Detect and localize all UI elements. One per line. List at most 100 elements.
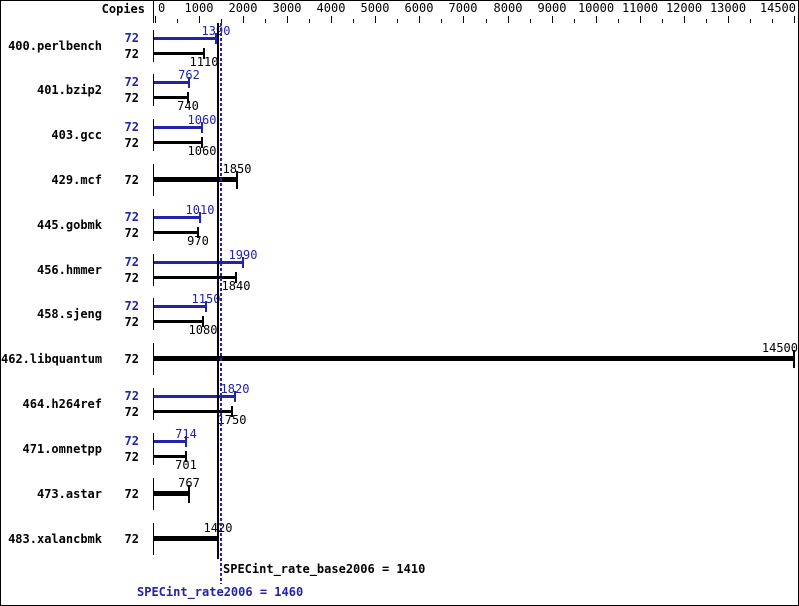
axis-tick-minor [397, 19, 398, 23]
peak-mean-line [220, 23, 222, 584]
base-bar [154, 231, 198, 234]
axis-tick-label: 13000 [709, 1, 747, 15]
base-bar-whisker [203, 48, 205, 59]
base-bar-whisker [202, 316, 204, 327]
peak-bar [154, 261, 243, 264]
axis-tick-minor [750, 19, 751, 23]
axis-tick-label: 5000 [360, 1, 390, 15]
base-bar-whisker [197, 227, 199, 238]
axis-tick-label: 7000 [448, 1, 478, 15]
base-copies-value: 72 [124, 405, 139, 419]
base-value-label: 740 [177, 99, 199, 113]
base-value-label: 1750 [217, 413, 247, 427]
axis-segment [153, 523, 154, 555]
base-bar [154, 455, 186, 458]
axis-tick-minor [309, 19, 310, 23]
base-bar [154, 96, 188, 99]
base-bar-whisker [185, 451, 187, 462]
axis-segment [153, 298, 154, 330]
peak-bar [154, 440, 186, 443]
base-bar [154, 52, 204, 55]
axis-tick-minor [441, 19, 442, 23]
axis-tick-minor [772, 19, 773, 23]
axis-tick-label: 11000 [621, 1, 659, 15]
axis-segment [153, 254, 154, 286]
peak-copies-value: 72 [124, 255, 139, 269]
benchmark-label: 483.xalancbmk [8, 532, 102, 546]
peak-bar-whisker [188, 77, 190, 88]
axis-tick-major [199, 16, 200, 23]
peak-bar [154, 395, 235, 398]
bar-end-whisker [188, 485, 190, 503]
copies-value: 72 [124, 173, 139, 187]
peak-value-label: 1150 [191, 292, 221, 306]
axis-origin-line [153, 1, 154, 23]
axis-tick-minor [662, 19, 663, 23]
base-copies-value: 72 [124, 271, 139, 285]
bar-end-whisker [236, 171, 238, 189]
benchmark-label: 458.sjeng [36, 307, 102, 321]
peak-copies-value: 72 [124, 299, 139, 313]
axis-segment [153, 164, 154, 196]
base-mean-label: SPECint_rate_base2006 = 1410 [223, 562, 426, 576]
axis-segment [153, 209, 154, 241]
axis-tick-label: 0 [158, 1, 166, 15]
peak-bar-whisker [201, 122, 203, 133]
peak-value-label: 1820 [220, 382, 250, 396]
base-bar [154, 410, 232, 413]
axis-tick-minor [486, 19, 487, 23]
peak-value-label: 1010 [185, 203, 215, 217]
base-value-label: 1060 [187, 144, 217, 158]
copies-value: 72 [124, 352, 139, 366]
base-bar-whisker [235, 272, 237, 283]
axis-tick-minor [618, 19, 619, 23]
axis-tick-label: 1000 [184, 1, 214, 15]
peak-value-label: 762 [178, 68, 200, 82]
axis-tick-label: 8000 [493, 1, 523, 15]
peak-value-label: 1390 [201, 24, 231, 38]
axis-tick-label: 2000 [228, 1, 258, 15]
axis-segment [153, 478, 154, 510]
axis-tick-major [331, 16, 332, 23]
axis-tick-major [375, 16, 376, 23]
axis-tick-major [463, 16, 464, 23]
benchmark-label: 401.bzip2 [36, 83, 102, 97]
axis-tick-minor [265, 19, 266, 23]
single-result-bar [154, 177, 237, 182]
copies-value: 72 [124, 532, 139, 546]
single-result-bar [154, 356, 794, 361]
peak-bar-whisker [242, 257, 244, 268]
base-mean-line [217, 23, 219, 559]
benchmark-label: 429.mcf [51, 173, 102, 187]
axis-segment [153, 433, 154, 465]
benchmark-label: 462.libquantum [1, 352, 103, 366]
bar-end-whisker [793, 350, 795, 368]
base-value-label: 701 [175, 458, 197, 472]
base-value-label: 1110 [189, 55, 219, 69]
peak-copies-value: 72 [124, 120, 139, 134]
axis-segment [153, 388, 154, 420]
peak-copies-value: 72 [124, 389, 139, 403]
value-label: 767 [178, 476, 200, 490]
peak-copies-value: 72 [124, 210, 139, 224]
base-copies-value: 72 [124, 315, 139, 329]
axis-tick-minor [706, 19, 707, 23]
axis-segment [153, 74, 154, 106]
base-copies-value: 72 [124, 226, 139, 240]
base-bar [154, 320, 203, 323]
peak-bar [154, 305, 206, 308]
peak-value-label: 714 [175, 427, 197, 441]
benchmark-label: 403.gcc [51, 128, 102, 142]
benchmark-label: 400.perlbench [8, 39, 102, 53]
peak-bar-whisker [185, 436, 187, 447]
peak-copies-value: 72 [124, 434, 139, 448]
value-label: 1850 [222, 162, 252, 176]
axis-tick-minor [353, 19, 354, 23]
peak-bar [154, 216, 200, 219]
peak-bar [154, 81, 189, 84]
base-copies-value: 72 [124, 450, 139, 464]
axis-tick-minor [177, 19, 178, 23]
peak-bar [154, 126, 202, 129]
axis-tick-minor [574, 19, 575, 23]
